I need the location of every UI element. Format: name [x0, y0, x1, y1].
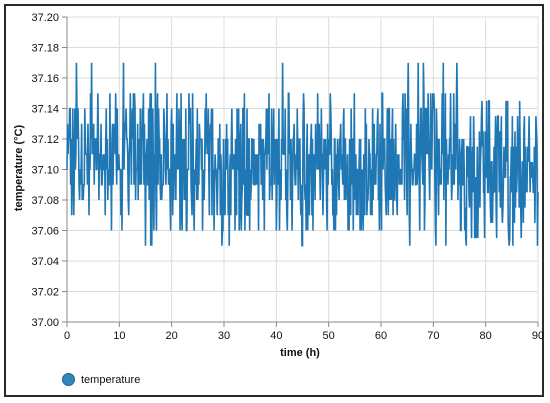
y-axis-title: temperature (°C): [13, 125, 25, 212]
y-tick-label: 37.14: [31, 104, 59, 116]
x-tick-label: 40: [270, 330, 282, 342]
x-tick-label: 20: [166, 330, 178, 342]
y-tick-label: 37.08: [31, 195, 59, 207]
y-tick-label: 37.20: [31, 12, 59, 24]
x-tick-label: 60: [375, 330, 387, 342]
temperature-series-line: [66, 62, 539, 247]
x-tick-label: 70: [427, 330, 439, 342]
x-tick-label: 50: [323, 330, 335, 342]
y-tick-label: 37.04: [31, 256, 59, 268]
x-tick-label: 0: [64, 330, 70, 342]
legend-swatch: [62, 373, 75, 386]
x-axis-title: time (h): [280, 347, 320, 359]
legend-label: temperature: [81, 373, 141, 386]
series-group: [66, 62, 539, 247]
y-tick-label: 37.12: [31, 134, 59, 146]
y-tick-label: 37.02: [31, 287, 59, 299]
tick-labels: 37.00 37.02 37.04 37.06 37.08 37.10 37.12 37.14…: [31, 12, 544, 342]
y-tick-label: 37.10: [31, 165, 59, 177]
y-tick-label: 37.00: [31, 317, 59, 329]
x-tick-label: 30: [218, 330, 230, 342]
y-tick-label: 37.18: [31, 43, 59, 55]
x-tick-label: 80: [480, 330, 492, 342]
y-tick-label: 37.16: [31, 73, 59, 85]
y-tick-label: 37.06: [31, 226, 59, 238]
x-tick-label: 90: [532, 330, 544, 342]
x-tick-label: 10: [113, 330, 125, 342]
legend: temperature: [62, 373, 140, 386]
